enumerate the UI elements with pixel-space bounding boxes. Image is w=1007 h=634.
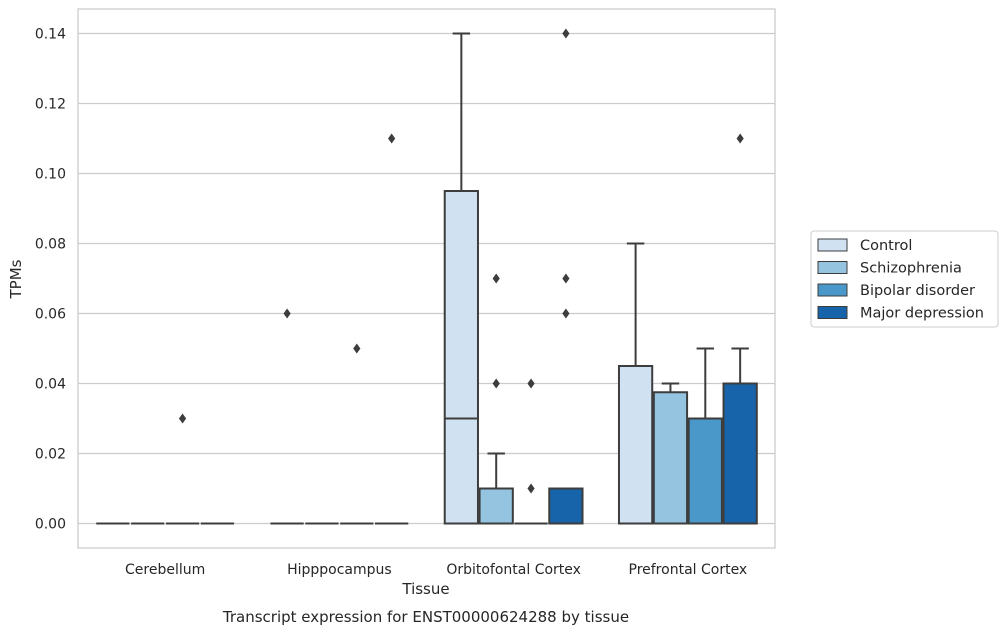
legend: Control Schizophrenia Bipolar disorder Majo… xyxy=(810,230,999,328)
y-tick-label: 0.14 xyxy=(35,27,66,43)
legend-label: Major depression xyxy=(860,306,984,322)
box-2-3 xyxy=(687,347,723,525)
y-axis-label: TPMs xyxy=(7,259,25,299)
box-0-3 xyxy=(617,242,654,525)
legend-frame xyxy=(810,230,999,328)
y-tick-label: 0.10 xyxy=(35,167,66,183)
outlier-point xyxy=(527,378,535,389)
x-axis-ticks: Cerebellum Hipppocampus Orbitofontal Corte… xyxy=(125,562,747,578)
chart-caption: Transcript expression for ENST0000062428… xyxy=(222,608,629,626)
outlier-point xyxy=(527,483,535,494)
grid-lines xyxy=(78,32,775,525)
box-3-3 xyxy=(722,347,758,525)
x-tick-label: Orbitofontal Cortex xyxy=(446,562,581,578)
legend-swatch xyxy=(817,306,848,319)
box-1-2 xyxy=(478,452,514,525)
outlier-point xyxy=(736,133,744,144)
plot-area-frame xyxy=(77,8,776,549)
legend-items: Control Schizophrenia Bipolar disorder Majo… xyxy=(817,238,984,322)
boxes xyxy=(96,32,758,525)
outliers xyxy=(178,28,744,494)
box-rect xyxy=(443,190,479,525)
outlier-point xyxy=(562,28,570,39)
legend-swatch xyxy=(817,238,848,252)
legend-swatch xyxy=(817,261,848,274)
box-rect xyxy=(652,391,689,525)
x-axis-label: Tissue xyxy=(401,580,449,598)
y-tick-label: 0.00 xyxy=(35,517,66,533)
legend-label: Bipolar disorder xyxy=(860,283,975,299)
y-tick-label: 0.12 xyxy=(35,97,66,113)
y-axis-ticks: 0.00 0.02 0.04 0.06 0.08 0.10 0.12 0.14 xyxy=(35,27,66,533)
y-tick-label: 0.08 xyxy=(35,237,66,253)
outlier-point xyxy=(562,273,570,284)
legend-label: Control xyxy=(860,238,912,254)
outlier-point xyxy=(562,308,570,319)
box-rect xyxy=(617,365,654,525)
outlier-point xyxy=(388,133,396,144)
y-tick-label: 0.04 xyxy=(35,377,66,393)
outlier-point xyxy=(492,378,500,389)
outlier-point xyxy=(283,308,291,319)
box-0-2 xyxy=(443,32,479,525)
x-tick-label: Cerebellum xyxy=(125,562,205,578)
legend-swatch xyxy=(817,283,848,297)
box-rect xyxy=(722,382,758,525)
box-rect xyxy=(687,417,723,525)
box-rect xyxy=(548,487,584,525)
outlier-point xyxy=(492,273,500,284)
box-rect xyxy=(478,487,514,525)
box-3-2 xyxy=(548,487,584,525)
legend-label: Schizophrenia xyxy=(860,261,962,277)
x-tick-label: Hipppocampus xyxy=(287,562,392,578)
outlier-point xyxy=(353,343,361,354)
y-tick-label: 0.02 xyxy=(35,447,66,463)
y-tick-label: 0.06 xyxy=(35,307,66,323)
box-1-3 xyxy=(652,382,689,525)
outlier-point xyxy=(178,413,187,424)
x-tick-label: Prefrontal Cortex xyxy=(629,562,748,578)
